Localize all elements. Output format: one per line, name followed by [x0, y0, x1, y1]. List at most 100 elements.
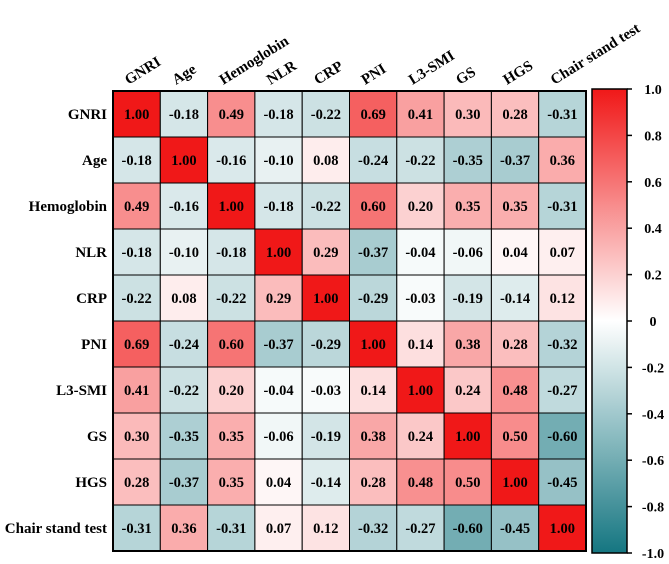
heatmap-cell: [396, 504, 445, 552]
heatmap-cell: [490, 136, 540, 184]
heatmap-cell: [490, 458, 540, 506]
cell-value-label: 0.48: [408, 475, 433, 491]
cell-value-label: -0.27: [547, 383, 577, 399]
heatmap-cell: [301, 412, 351, 460]
heatmap-cell: [349, 274, 398, 322]
column-label: GS: [453, 64, 478, 88]
cell-value-label: -0.18: [216, 245, 246, 261]
row-label: HGS: [75, 475, 107, 491]
cell-value-label: 0.07: [266, 521, 291, 537]
heatmap-cell: [443, 504, 492, 552]
cell-value-label: 0.48: [502, 383, 527, 399]
cell-value-label: -0.22: [216, 291, 246, 307]
cell-value-label: 0.49: [124, 199, 149, 215]
colorbar-tick-label: 0: [650, 315, 657, 330]
heatmap-cell: [396, 228, 445, 276]
heatmap-cell: [538, 366, 587, 414]
cell-value-label: -0.37: [169, 475, 199, 491]
cell-value-label: -0.22: [122, 291, 152, 307]
heatmap-cell: [538, 504, 587, 552]
cell-value-label: 0.12: [313, 521, 338, 537]
cell-value-label: 1.00: [550, 521, 575, 537]
cell-value-label: 1.00: [455, 429, 480, 445]
cell-value-label: 0.36: [550, 153, 575, 169]
heatmap-cell: [490, 320, 540, 368]
cell-value-label: -0.03: [405, 291, 435, 307]
colorbar-tick-label: -1.0: [642, 547, 664, 562]
cell-value-label: -0.31: [547, 199, 577, 215]
cell-value-label: 1.00: [266, 245, 291, 261]
colorbar-gradient: [591, 88, 628, 554]
heatmap-cell: [396, 136, 445, 184]
cell-value-label: -0.24: [169, 337, 199, 353]
heatmap-cell: [207, 458, 256, 506]
cell-value-label: 0.36: [171, 521, 196, 537]
heatmap-cell: [159, 274, 209, 322]
cell-value-label: -0.60: [547, 429, 577, 445]
cell-value-label: -0.45: [547, 475, 577, 491]
heatmap-cell: [301, 504, 351, 552]
row-label: CRP: [76, 291, 107, 307]
cell-value-label: 0.35: [455, 199, 480, 215]
cell-value-label: -0.29: [311, 337, 341, 353]
cell-value-label: -0.18: [169, 107, 199, 123]
colorbar-tick-label: 0.2: [644, 269, 662, 284]
column-label: PNI: [359, 61, 390, 88]
cell-value-label: 0.35: [219, 475, 244, 491]
heatmap-cell: [396, 274, 445, 322]
column-label: Age: [170, 61, 200, 88]
cell-value-label: 0.30: [455, 107, 480, 123]
colorbar: 1.0 0.8 0.6 0.4 0.2 0 -0.2 -0.4 -0.6 -0.8 -1.0: [591, 83, 664, 562]
heatmap-cell: [443, 182, 492, 230]
row-label: PNI: [81, 337, 107, 353]
row-labels: GNRI Age Hemoglobin NLR CRP PNI L3-SMI GS HGS Cha…: [5, 107, 108, 537]
heatmap-cell: [112, 228, 161, 276]
heatmap-cell: [301, 458, 351, 506]
cell-value-label: 0.69: [124, 337, 149, 353]
heatmap-cell: [396, 182, 445, 230]
column-label: HGS: [501, 58, 536, 88]
cell-value-label: -0.16: [216, 153, 246, 169]
heatmap-cell: [490, 228, 540, 276]
heatmap-cell: [207, 320, 256, 368]
heatmap-cell: [159, 458, 209, 506]
cell-value-label: -0.22: [311, 199, 341, 215]
cell-value-label: 1.00: [219, 199, 244, 215]
heatmap-cell-values: 1.00 -0.18 0.49 -0.18 -0.22 0.69 0.41 0.30 0.28 -…: [122, 107, 578, 537]
cell-value-label: -0.24: [358, 153, 388, 169]
heatmap-cell: [538, 228, 587, 276]
row-label: Hemoglobin: [29, 199, 108, 215]
heatmap-cell: [349, 412, 398, 460]
heatmap-cell: [349, 228, 398, 276]
cell-value-label: 0.28: [502, 107, 527, 123]
cell-value-label: 1.00: [171, 153, 196, 169]
cell-value-label: -0.31: [547, 107, 577, 123]
heatmap-cell: [254, 366, 303, 414]
cell-value-label: 0.12: [550, 291, 575, 307]
cell-value-label: -0.19: [453, 291, 483, 307]
cell-value-label: -0.31: [122, 521, 152, 537]
cell-value-label: -0.27: [405, 521, 435, 537]
heatmap-cell: [112, 90, 161, 138]
cell-value-label: 0.35: [502, 199, 527, 215]
cell-value-label: 0.20: [408, 199, 433, 215]
colorbar-tick-label: -0.6: [642, 454, 664, 469]
cell-value-label: 0.24: [408, 429, 433, 445]
cell-value-label: -0.22: [405, 153, 435, 169]
heatmap-cell: [254, 412, 303, 460]
cell-value-label: 0.04: [266, 475, 291, 491]
cell-value-label: -0.45: [500, 521, 530, 537]
cell-value-label: -0.10: [169, 245, 199, 261]
heatmap-cell: [112, 366, 161, 414]
heatmap-cell: [207, 412, 256, 460]
heatmap-cell: [254, 136, 303, 184]
cell-value-label: -0.04: [405, 245, 435, 261]
heatmap-cell: [159, 182, 209, 230]
cell-value-label: 0.20: [219, 383, 244, 399]
row-label: Chair stand test: [5, 521, 107, 537]
heatmap-cell: [396, 458, 445, 506]
cell-value-label: 1.00: [124, 107, 149, 123]
colorbar-tick-label: 0.4: [644, 222, 662, 237]
cell-value-label: 0.50: [502, 429, 527, 445]
cell-value-label: 0.04: [502, 245, 527, 261]
